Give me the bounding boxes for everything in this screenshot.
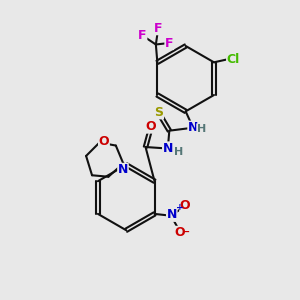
Text: H: H [174, 147, 183, 157]
Text: −: − [182, 227, 190, 237]
Text: O: O [174, 226, 185, 239]
Text: +: + [176, 203, 183, 212]
Text: Cl: Cl [227, 53, 240, 66]
Text: N: N [188, 121, 198, 134]
Text: F: F [165, 37, 173, 50]
Text: F: F [154, 22, 163, 34]
Text: O: O [180, 199, 190, 212]
Text: S: S [154, 106, 164, 119]
Text: N: N [167, 208, 177, 221]
Text: H: H [197, 124, 206, 134]
Text: N: N [163, 142, 173, 155]
Text: O: O [145, 120, 156, 133]
Text: N: N [118, 164, 128, 176]
Text: F: F [138, 29, 147, 42]
Text: O: O [99, 135, 109, 148]
